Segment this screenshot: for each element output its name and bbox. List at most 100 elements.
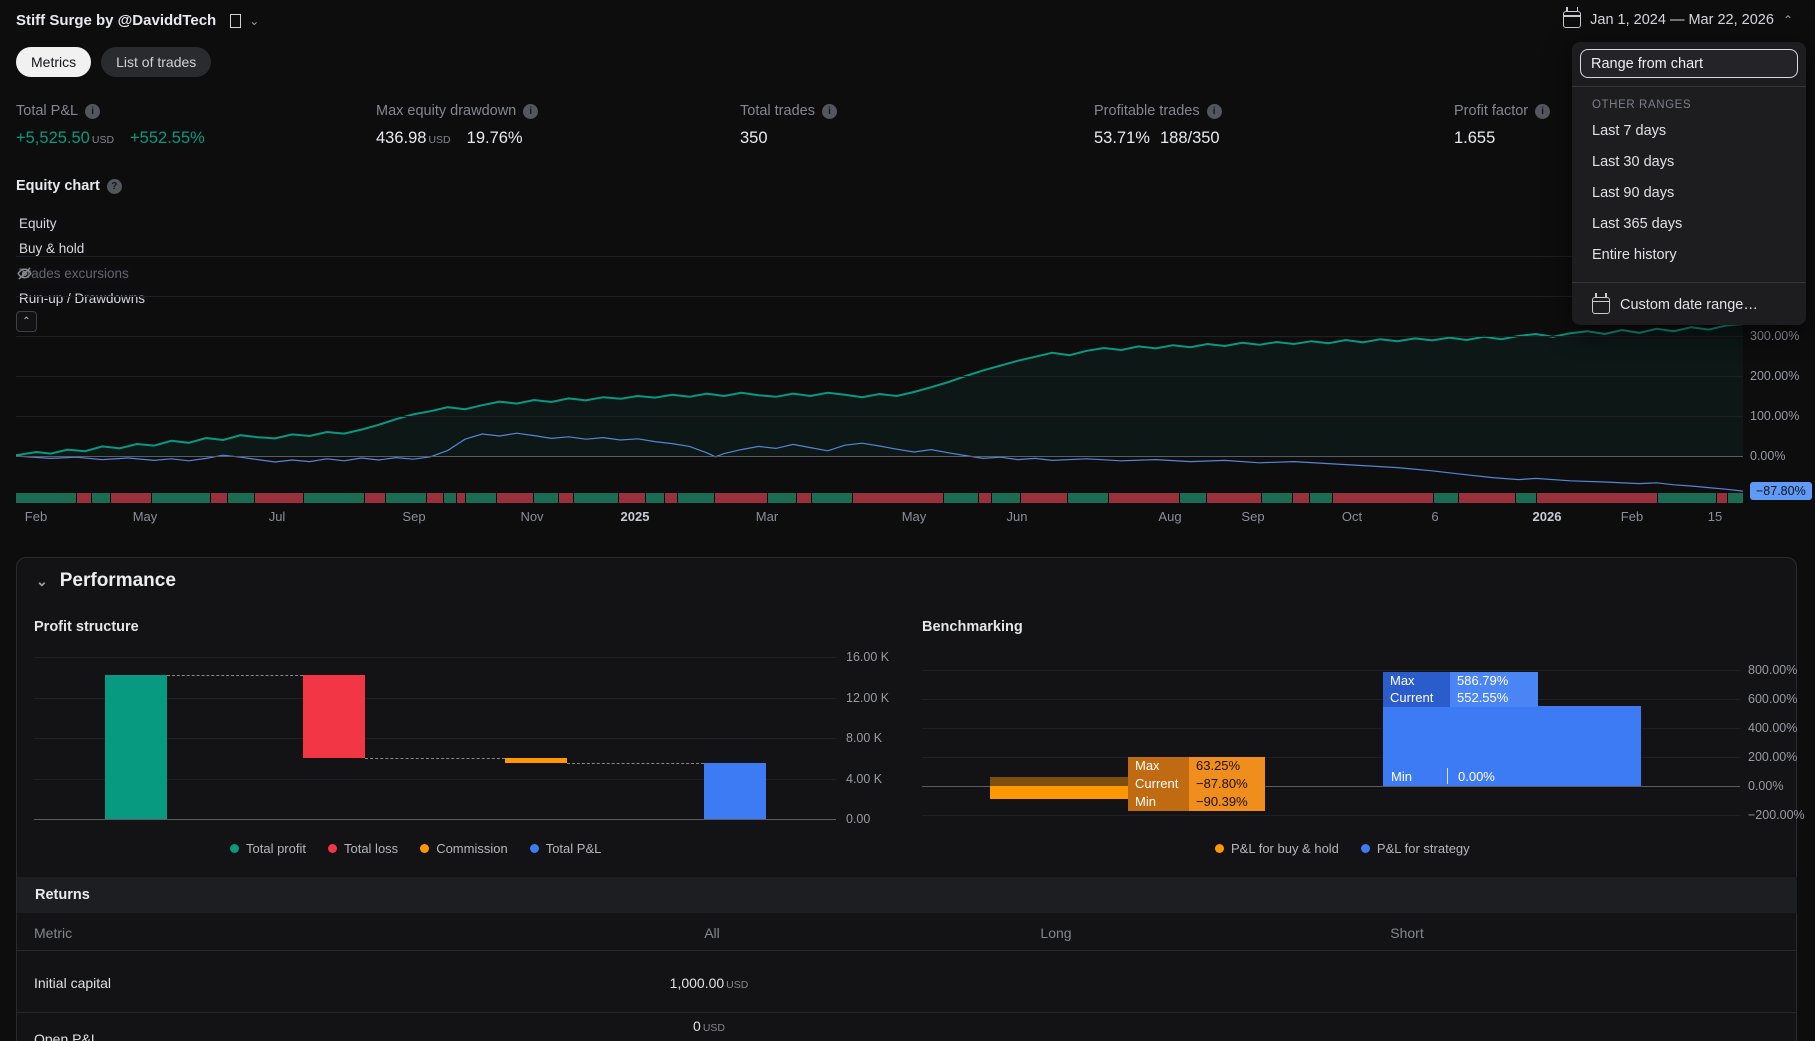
info-icon[interactable]: i xyxy=(1206,103,1222,119)
view-tabs: Metrics List of trades xyxy=(16,47,212,77)
column-header-all: All xyxy=(704,925,720,941)
legend-item-equity[interactable]: Equity xyxy=(16,215,60,232)
chevron-down-icon[interactable]: ⌄ xyxy=(249,13,260,28)
y-axis-label: 16.00 K xyxy=(846,650,890,664)
win-segment xyxy=(678,493,714,503)
dropdown-item-last-90-days[interactable]: Last 90 days xyxy=(1592,185,1675,201)
loss-segment xyxy=(1717,493,1727,503)
info-icon[interactable]: i xyxy=(85,103,101,119)
legend-item[interactable]: P&L for strategy xyxy=(1360,841,1470,856)
column-header-short: Short xyxy=(1390,925,1424,941)
dropdown-item-range-from-chart[interactable]: Range from chart xyxy=(1580,49,1798,78)
legend-item-run-up-drawdowns[interactable]: Run-up / Drawdowns xyxy=(16,290,149,307)
gridline xyxy=(16,296,1743,297)
help-icon[interactable]: ? xyxy=(106,178,122,194)
info-icon[interactable]: i xyxy=(1535,103,1551,119)
stat-label: Total trades i xyxy=(740,103,837,119)
gridline xyxy=(34,738,836,739)
win-segment xyxy=(1434,493,1458,503)
gridline xyxy=(34,778,836,780)
x-axis-label: Oct xyxy=(1341,509,1363,524)
buyhold-label-cur: Current −87.80% xyxy=(1128,775,1265,793)
stat-label: Total P&L i xyxy=(16,103,205,119)
date-range-text: Jan 1, 2024 — Mar 22, 2026 xyxy=(1590,11,1774,28)
win-segment xyxy=(16,493,76,503)
performance-header[interactable]: ⌄ Performance xyxy=(36,570,176,592)
legend-item[interactable]: Total loss xyxy=(327,841,398,856)
loss-segment xyxy=(1207,493,1261,503)
info-icon[interactable]: i xyxy=(523,103,539,119)
win-segment xyxy=(466,493,496,503)
tab-metrics[interactable]: Metrics xyxy=(16,47,92,77)
x-axis-label: Feb xyxy=(1620,509,1644,524)
stat-max-equity-drawdown: Max equity drawdown i 436.98 USD 19.76% xyxy=(376,103,539,148)
equity-chart-title: Equity chart xyxy=(16,178,100,194)
loss-segment xyxy=(1333,493,1433,503)
legend-item-buy-hold[interactable]: Buy & hold xyxy=(16,240,88,257)
row-value-all: 1,000.00 USD xyxy=(669,975,749,991)
returns-title: Returns xyxy=(35,887,90,903)
legend-item[interactable]: Commission xyxy=(420,841,508,856)
dropdown-item-last-365-days[interactable]: Last 365 days xyxy=(1592,216,1683,232)
row-metric-label: Initial capital xyxy=(34,975,112,991)
dropdown-item-last-7-days[interactable]: Last 7 days xyxy=(1592,123,1667,139)
x-axis-label: Aug xyxy=(1158,509,1182,524)
x-axis-label: May xyxy=(132,509,158,524)
legend-item[interactable]: P&L for buy & hold xyxy=(1215,841,1339,856)
win-segment xyxy=(92,493,110,503)
dropdown-item-custom-date-range[interactable]: Custom date range… xyxy=(1572,290,1806,320)
loss-segment xyxy=(211,493,227,503)
stat-value: 350 xyxy=(740,129,768,147)
bar-total-p-l xyxy=(704,763,766,819)
profit-structure-title: Profit structure xyxy=(34,619,139,635)
win-segment xyxy=(1068,493,1108,503)
y-axis-label: 4.00 K xyxy=(846,771,883,786)
chevron-down-icon[interactable]: ⌄ xyxy=(36,572,48,589)
gridline xyxy=(16,456,1743,457)
benchmarking-title: Benchmarking xyxy=(922,619,1023,635)
legend-item-trades-excursions[interactable]: Trades excursions xyxy=(16,265,140,282)
x-axis-label: 6 xyxy=(1431,509,1439,524)
x-axis-label: 2026 xyxy=(1532,509,1562,524)
profit-structure-legend: Total profit Total loss Commission Total P&… xyxy=(230,841,601,856)
x-axis-label: Jul xyxy=(268,509,286,524)
returns-section-header[interactable]: Returns xyxy=(17,877,1797,913)
gridline xyxy=(34,657,836,658)
stat-profit-factor: Profit factor i 1.655 xyxy=(1454,103,1551,148)
tab-list-of-trades[interactable]: List of trades xyxy=(101,47,212,77)
connector xyxy=(567,763,704,765)
loss-segment xyxy=(1109,493,1179,503)
connector xyxy=(365,757,505,759)
loss-segment xyxy=(111,493,151,503)
info-icon[interactable]: i xyxy=(821,103,837,119)
x-axis-label: 2025 xyxy=(620,509,650,524)
collapse-chart-button[interactable]: ⌃ xyxy=(16,311,37,332)
legend-label: Buy & hold xyxy=(16,240,88,257)
chevron-up-icon[interactable]: ⌃ xyxy=(1782,12,1793,27)
gridline xyxy=(34,697,836,699)
legend-label: Run-up / Drawdowns xyxy=(16,290,149,307)
strategy-title-row[interactable]: Stiff Surge by @DaviddTech ⌄ xyxy=(16,12,259,29)
divider xyxy=(17,1012,1797,1013)
buyhold-label-min: Min −90.39% xyxy=(1128,793,1265,811)
legend-label: Equity xyxy=(16,215,60,232)
dropdown-group-label: OTHER RANGES xyxy=(1592,99,1692,111)
dropdown-item-last-30-days[interactable]: Last 30 days xyxy=(1592,154,1675,170)
legend-item[interactable]: Total profit xyxy=(230,841,306,856)
column-header-long: Long xyxy=(1040,925,1072,941)
dropdown-item-entire-history[interactable]: Entire history xyxy=(1592,247,1677,263)
legend-item[interactable]: Total P&L xyxy=(529,841,601,856)
x-axis-label: 15 xyxy=(1707,509,1723,524)
win-segment xyxy=(534,493,558,503)
lock-icon xyxy=(230,13,242,28)
x-axis-label: Sep xyxy=(1241,509,1265,524)
series-equity xyxy=(15,323,1744,457)
loss-segment xyxy=(1293,493,1309,503)
loss-segment xyxy=(365,493,385,503)
stat-label: Max equity drawdown i xyxy=(376,103,539,119)
date-range-control[interactable]: Jan 1, 2024 — Mar 22, 2026 ⌃ xyxy=(1563,7,1793,28)
buyhold-max-bar xyxy=(990,776,1128,786)
strategy-label-min: Min 0.00% xyxy=(1391,768,1495,784)
loss-segment xyxy=(559,493,573,503)
